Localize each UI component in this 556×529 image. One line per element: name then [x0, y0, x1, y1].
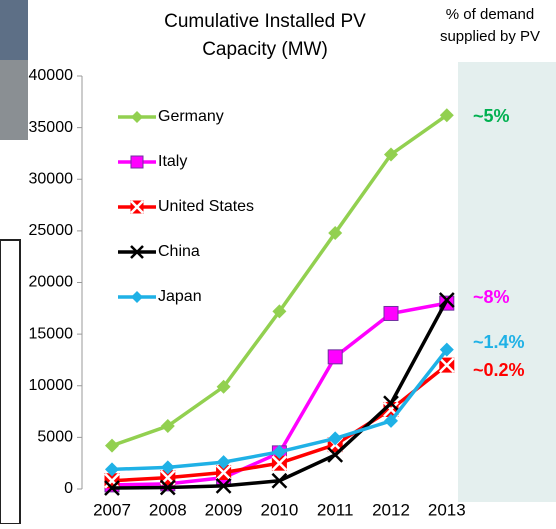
marker [440, 358, 454, 372]
annotation: ~0.2% [473, 360, 525, 380]
y-tick-label: 35000 [29, 119, 74, 136]
marker-shape [105, 439, 119, 453]
photo-fragment [0, 0, 28, 60]
legend-label: China [158, 243, 200, 260]
marker [131, 201, 143, 213]
marker [131, 156, 143, 168]
legend-label: Japan [158, 288, 202, 305]
x-tick-label: 2007 [93, 500, 131, 519]
y-tick-label: 20000 [29, 274, 74, 291]
annotation: ~5% [473, 106, 510, 126]
x-tick-label: 2010 [260, 500, 298, 519]
y-tick-label: 40000 [29, 67, 74, 84]
shaded-panel [458, 62, 556, 502]
x-tick-label: 2011 [317, 500, 354, 519]
marker-shape [328, 350, 342, 364]
y-tick-label: 30000 [29, 170, 74, 187]
legend-label: United States [158, 198, 254, 215]
chart: Cumulative Installed PVCapacity (MW) % o… [0, 0, 556, 524]
marker-shape [384, 306, 398, 320]
y-tick-label: 0 [64, 480, 73, 497]
marker-shape [131, 111, 143, 123]
legend-label: Germany [158, 108, 224, 125]
photo-fragment [0, 240, 20, 524]
x-tick-label: 2012 [372, 500, 410, 519]
marker [328, 350, 342, 364]
marker [131, 291, 143, 303]
y-tick-label: 25000 [29, 222, 74, 239]
marker-shape [131, 156, 143, 168]
x-tick-label: 2009 [205, 500, 243, 519]
x-tick-label: 2013 [428, 500, 466, 519]
marker [105, 439, 119, 453]
annotation: ~8% [473, 287, 510, 307]
y-tick-label: 10000 [29, 377, 74, 394]
y-tick-label: 5000 [37, 429, 73, 446]
legend-label: Italy [158, 153, 187, 170]
y-tick-label: 15000 [29, 325, 74, 342]
x-tick-label: 2008 [149, 500, 187, 519]
marker-shape [131, 291, 143, 303]
marker [384, 306, 398, 320]
annotation: ~1.4% [473, 332, 525, 352]
marker [131, 111, 143, 123]
